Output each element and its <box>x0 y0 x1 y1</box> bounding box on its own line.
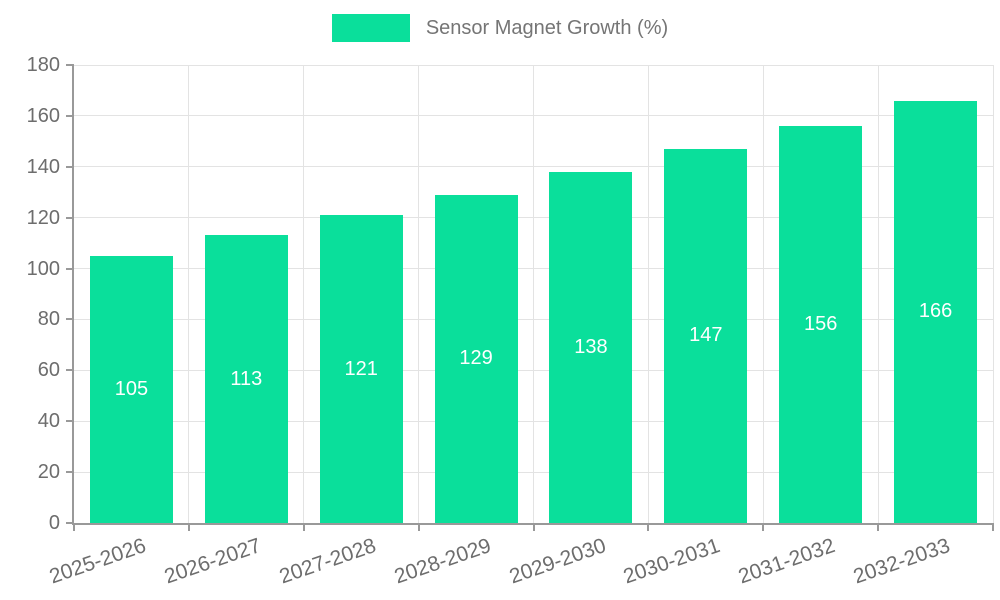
x-gridline <box>762 65 764 523</box>
x-tick-label: 2029-2030 <box>505 534 609 589</box>
x-gridline <box>877 65 879 523</box>
x-tick-mark <box>762 523 765 531</box>
bar-value-label: 156 <box>804 313 838 336</box>
x-gridline <box>188 65 190 523</box>
bar-value-label: 129 <box>459 347 493 370</box>
y-tick-mark <box>66 369 74 372</box>
bar-2030-2031: 147 <box>664 148 748 523</box>
y-tick-label: 40 <box>37 410 60 433</box>
x-tick-label: 2025-2026 <box>46 534 149 589</box>
bar-value-label: 113 <box>230 367 263 390</box>
y-tick-label: 120 <box>26 206 60 229</box>
bar-2025-2026: 105 <box>89 255 173 523</box>
y-tick-mark <box>66 64 74 66</box>
y-tick-label: 100 <box>26 257 60 280</box>
x-tick-mark <box>417 523 420 531</box>
y-tick-label: 160 <box>26 104 60 127</box>
x-tick-label: 2031-2032 <box>735 534 839 589</box>
bar-2027-2028: 121 <box>319 215 403 523</box>
x-tick-label: 2026-2027 <box>161 534 264 589</box>
legend-item[interactable]: Sensor Magnet Growth (%) <box>331 14 669 42</box>
bar-value-label: 138 <box>574 335 608 358</box>
y-axis-line <box>72 65 74 523</box>
y-tick-label: 80 <box>37 308 60 331</box>
x-tick-mark <box>302 523 305 531</box>
y-tick-label: 60 <box>37 359 60 382</box>
y-tick-label: 0 <box>48 512 60 534</box>
x-gridline <box>992 65 994 523</box>
y-tick-mark <box>66 267 74 270</box>
bar-value-label: 105 <box>114 377 149 400</box>
y-tick-label: 140 <box>26 155 60 178</box>
x-gridline <box>303 65 305 523</box>
y-tick-mark <box>66 216 74 219</box>
x-tick-label: 2027-2028 <box>276 534 379 589</box>
x-tick-mark <box>647 523 650 531</box>
bar-value-label: 166 <box>918 300 953 323</box>
y-tick-mark <box>66 318 74 321</box>
y-tick-mark <box>66 522 74 524</box>
legend-swatch-icon <box>331 14 410 42</box>
y-tick-label: 20 <box>37 461 60 484</box>
x-tick-mark <box>877 523 880 531</box>
legend: Sensor Magnet Growth (%) <box>0 14 1000 42</box>
bar-value-label: 147 <box>689 324 723 347</box>
bar-2026-2027: 113 <box>204 235 288 523</box>
x-gridline <box>418 65 420 523</box>
x-tick-label: 2030-2031 <box>620 534 724 589</box>
x-gridline <box>533 65 534 523</box>
y-tick-mark <box>66 165 74 168</box>
x-tick-mark <box>73 523 75 531</box>
x-tick-label: 2032-2033 <box>850 534 954 589</box>
y-tick-mark <box>66 471 74 474</box>
bar-2028-2029: 129 <box>434 194 518 523</box>
x-gridline <box>647 65 649 523</box>
x-tick-mark <box>992 523 994 531</box>
x-tick-mark <box>532 523 535 531</box>
x-tick-mark <box>187 523 190 531</box>
y-tick-mark <box>66 114 74 117</box>
y-tick-mark <box>66 420 74 423</box>
bar-2032-2033: 166 <box>894 100 978 523</box>
x-axis-line <box>72 523 993 525</box>
bar-2029-2030: 138 <box>549 171 633 523</box>
y-tick-label: 180 <box>26 54 60 76</box>
x-tick-label: 2028-2029 <box>391 534 494 589</box>
legend-label: Sensor Magnet Growth (%) <box>425 16 669 39</box>
bar-2031-2032: 156 <box>779 126 863 523</box>
bar-value-label: 121 <box>344 357 378 380</box>
